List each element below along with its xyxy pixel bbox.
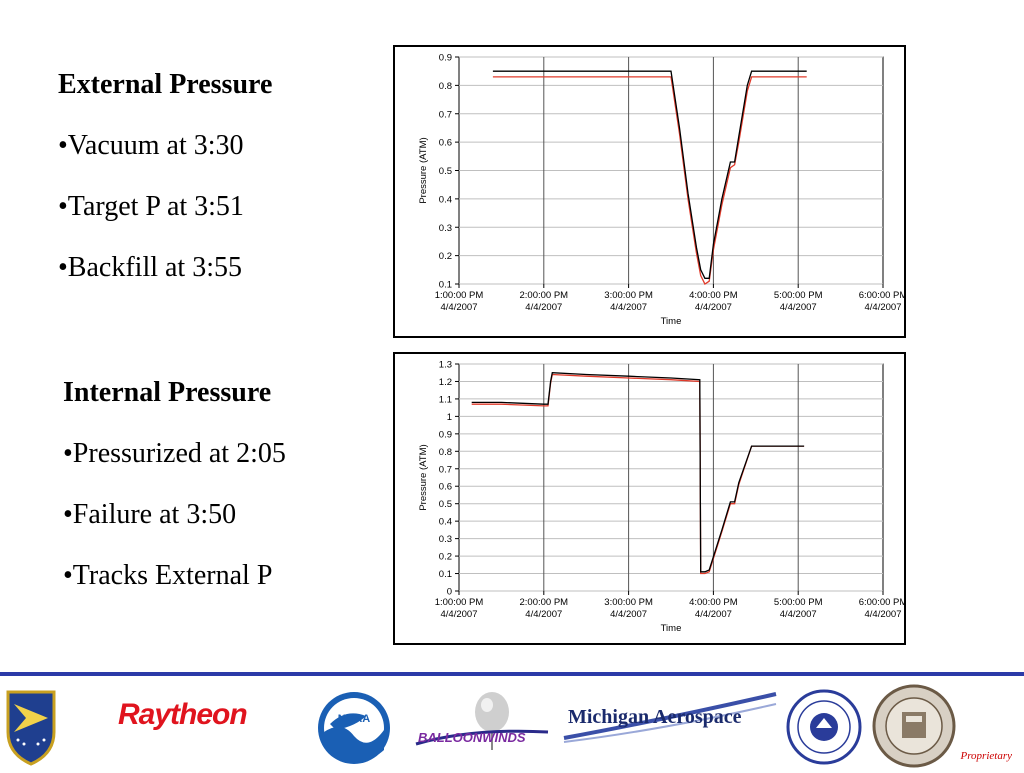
external-pressure-heading: External Pressure bbox=[58, 69, 273, 100]
y-tick-label: 1 bbox=[447, 412, 452, 423]
x-tick-label-time: 6:00:00 PM bbox=[859, 290, 904, 301]
y-tick-label: 0.4 bbox=[439, 194, 452, 205]
x-axis-label: Time bbox=[661, 316, 682, 327]
y-tick-label: 0.4 bbox=[439, 517, 452, 528]
x-tick-label-time: 1:00:00 PM bbox=[435, 597, 484, 608]
balloonwinds-logo: BALLOONWINDS bbox=[412, 690, 552, 771]
x-axis-label: Time bbox=[661, 623, 682, 634]
x-tick-label-time: 3:00:00 PM bbox=[604, 597, 653, 608]
y-tick-label: 0.3 bbox=[439, 223, 452, 234]
x-tick-label-time: 2:00:00 PM bbox=[520, 597, 569, 608]
external-bullet-3: •Backfill at 3:55 bbox=[58, 252, 242, 283]
x-tick-label-date: 4/4/2007 bbox=[441, 609, 478, 620]
balloonwinds-text: BALLOONWINDS bbox=[418, 730, 526, 745]
y-tick-label: 0.2 bbox=[439, 552, 452, 563]
x-tick-label-date: 4/4/2007 bbox=[695, 609, 732, 620]
michigan-aerospace-text: Michigan Aerospace bbox=[568, 706, 742, 728]
external-pressure-plot: 0.10.20.30.40.50.60.70.80.91:00:00 PM4/4… bbox=[418, 53, 904, 328]
y-tick-label: 0.7 bbox=[439, 464, 452, 475]
external-pressure-text: External Pressure •Vacuum at 3:30 •Targe… bbox=[58, 68, 272, 285]
x-tick-label-date: 4/4/2007 bbox=[780, 609, 817, 620]
x-tick-label-time: 5:00:00 PM bbox=[774, 290, 823, 301]
internal-pressure-plot: 0 0.1 0.2 0.3 0.4 0.5 0.6 0.7 0.8 0.9 1 1.1 1.2 1.3 1:… bbox=[418, 360, 904, 635]
x-tick-label-date: 4/4/2007 bbox=[695, 302, 732, 313]
x-tick-label-time: 2:00:00 PM bbox=[520, 290, 569, 301]
proprietary-label: Proprietary bbox=[960, 750, 1012, 762]
y-tick-label: 1.3 bbox=[439, 360, 452, 371]
x-tick-label-date: 4/4/2007 bbox=[525, 609, 562, 620]
raytheon-logo: Raytheon bbox=[118, 698, 248, 731]
series-line-red bbox=[492, 76, 807, 285]
external-pressure-chart: 0.1 0.2 0.3 0.4 0.5 0.6 0.7 0.8 0.9 1:00:00 PM 4/4… bbox=[393, 45, 906, 338]
x-tick-label-time: 6:00:00 PM bbox=[859, 597, 904, 608]
y-tick-label: 1.1 bbox=[439, 394, 452, 405]
x-tick-label-time: 3:00:00 PM bbox=[604, 290, 653, 301]
noaa-text: NOAA bbox=[338, 713, 370, 725]
y-tick-label: 0.9 bbox=[439, 53, 452, 64]
y-tick-label: 0 bbox=[447, 587, 452, 598]
x-tick-label-date: 4/4/2007 bbox=[610, 609, 647, 620]
x-tick-label-date: 4/4/2007 bbox=[441, 302, 478, 313]
external-bullet-2: •Target P at 3:51 bbox=[58, 191, 244, 222]
x-tick-label-time: 4:00:00 PM bbox=[689, 290, 738, 301]
y-tick-label: 0.5 bbox=[439, 166, 452, 177]
afrl-shield-logo bbox=[4, 688, 58, 771]
noaa-logo: NOAA bbox=[316, 690, 392, 771]
y-tick-label: 0.1 bbox=[439, 569, 452, 580]
y-tick-label: 0.9 bbox=[439, 429, 452, 440]
y-tick-label: 1.2 bbox=[439, 377, 452, 388]
x-tick-label-time: 5:00:00 PM bbox=[774, 597, 823, 608]
y-tick-label: 0.3 bbox=[439, 534, 452, 545]
y-tick-label: 0.6 bbox=[439, 482, 452, 493]
y-tick-label: 0.5 bbox=[439, 499, 452, 510]
internal-bullet-1: •Pressurized at 2:05 bbox=[63, 438, 286, 469]
x-tick-label-date: 4/4/2007 bbox=[865, 302, 902, 313]
plot-area bbox=[458, 363, 884, 592]
y-axis-label: Pressure (ATM) bbox=[418, 137, 429, 203]
x-tick-label-date: 4/4/2007 bbox=[525, 302, 562, 313]
y-tick-label: 0.8 bbox=[439, 81, 452, 92]
internal-bullet-3: •Tracks External P bbox=[63, 560, 273, 591]
internal-bullet-2: •Failure at 3:50 bbox=[63, 499, 237, 530]
y-tick-label: 0.2 bbox=[439, 251, 452, 262]
series-line-black bbox=[492, 70, 807, 279]
y-tick-label: 0.7 bbox=[439, 109, 452, 120]
internal-pressure-text: Internal Pressure •Pressurized at 2:05 •… bbox=[63, 376, 286, 593]
x-tick-label-time: 1:00:00 PM bbox=[435, 290, 484, 301]
university-hawaii-seal-logo bbox=[872, 684, 956, 773]
x-tick-label-date: 4/4/2007 bbox=[610, 302, 647, 313]
internal-pressure-chart: 0 0.1 0.2 0.3 0.4 0.5 0.6 0.7 0.8 0.9 1 1.1 1.2 1.3 1:… bbox=[393, 352, 906, 645]
x-tick-label-time: 4:00:00 PM bbox=[689, 597, 738, 608]
internal-pressure-heading: Internal Pressure bbox=[63, 377, 272, 408]
michigan-aerospace-logo: Michigan Aerospace bbox=[562, 690, 778, 755]
footer-divider bbox=[0, 672, 1024, 676]
x-tick-label-date: 4/4/2007 bbox=[865, 609, 902, 620]
y-axis-label: Pressure (ATM) bbox=[418, 444, 429, 510]
x-tick-label-date: 4/4/2007 bbox=[780, 302, 817, 313]
series-line-black bbox=[471, 372, 805, 573]
y-tick-label: 0.6 bbox=[439, 138, 452, 149]
y-tick-label: 0.1 bbox=[439, 280, 452, 291]
external-bullet-1: •Vacuum at 3:30 bbox=[58, 130, 244, 161]
y-tick-label: 0.8 bbox=[439, 447, 452, 458]
unh-seal-logo bbox=[786, 688, 862, 771]
